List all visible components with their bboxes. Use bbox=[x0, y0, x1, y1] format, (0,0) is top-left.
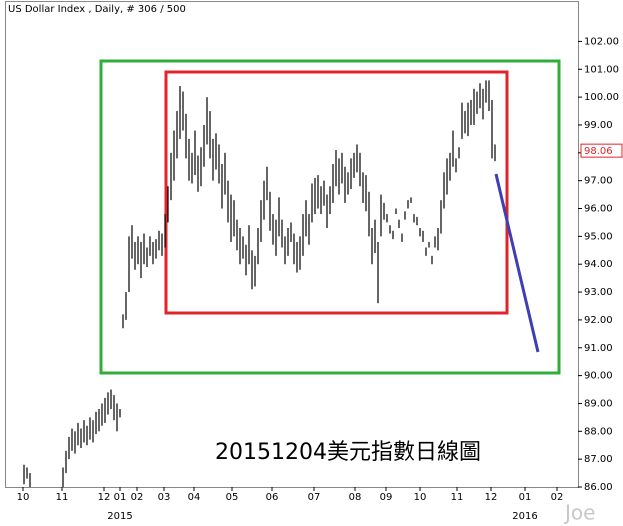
last-price-label: 98.06 bbox=[584, 146, 613, 157]
y-tick-label: 86.00 bbox=[584, 482, 613, 493]
x-tick-label: 06 bbox=[266, 492, 279, 503]
y-tick-label: 95.00 bbox=[584, 231, 613, 242]
x-tick-label: 11 bbox=[56, 492, 69, 503]
x-tick-label: 10 bbox=[414, 492, 427, 503]
watermark: Joe bbox=[563, 501, 595, 525]
x-tick-label: 12 bbox=[485, 492, 498, 503]
y-tick-label: 92.00 bbox=[584, 315, 613, 326]
x-tick-label: 05 bbox=[226, 492, 239, 503]
x-tick-label: 01 bbox=[114, 492, 127, 503]
y-tick-label: 101.00 bbox=[584, 64, 619, 75]
y-tick-label: 94.00 bbox=[584, 259, 613, 270]
y-tick-label: 97.00 bbox=[584, 176, 613, 187]
x-tick-label: 12 bbox=[98, 492, 111, 503]
year-label: 2016 bbox=[512, 511, 537, 522]
y-tick-label: 102.00 bbox=[584, 36, 619, 47]
x-tick-label: 04 bbox=[188, 492, 201, 503]
x-tick-label: 10 bbox=[17, 492, 30, 503]
y-tick-label: 87.00 bbox=[584, 454, 613, 465]
y-tick-label: 89.00 bbox=[584, 398, 613, 409]
x-tick-label: 07 bbox=[308, 492, 321, 503]
y-tick-label: 88.00 bbox=[584, 426, 613, 437]
x-tick-label: 02 bbox=[551, 492, 564, 503]
y-tick-label: 99.00 bbox=[584, 120, 613, 131]
x-tick-label: 11 bbox=[451, 492, 464, 503]
chart-title: US Dollar Index , Daily, # 306 / 500 bbox=[8, 4, 186, 15]
trend-line bbox=[494, 173, 540, 353]
x-tick-label: 03 bbox=[158, 492, 171, 503]
green-box bbox=[99, 59, 561, 375]
red-box bbox=[164, 70, 509, 315]
y-tick-label: 96.00 bbox=[584, 204, 613, 215]
year-label: 2015 bbox=[107, 511, 132, 522]
plot-frame bbox=[5, 1, 579, 488]
y-tick-label: 90.00 bbox=[584, 371, 613, 382]
x-tick-label: 01 bbox=[519, 492, 532, 503]
y-tick-label: 100.00 bbox=[584, 92, 619, 103]
annotation: 20151204美元指數日線圖 bbox=[215, 440, 481, 465]
y-tick-label: 91.00 bbox=[584, 343, 613, 354]
y-tick-label: 93.00 bbox=[584, 287, 613, 298]
x-tick-label: 02 bbox=[131, 492, 144, 503]
last-price-box bbox=[580, 143, 623, 158]
x-tick-label: 09 bbox=[380, 492, 393, 503]
x-tick-label: 08 bbox=[349, 492, 362, 503]
